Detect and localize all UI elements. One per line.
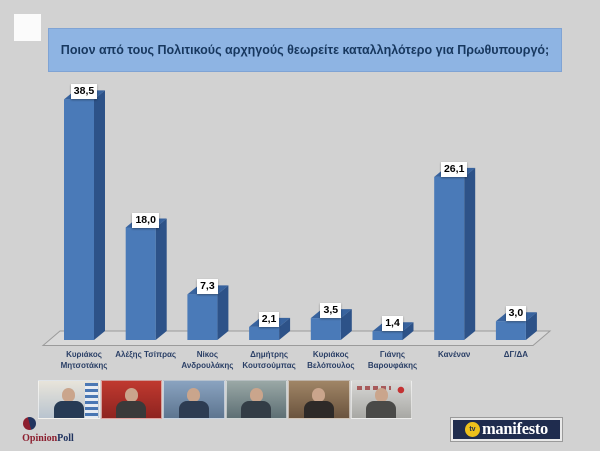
photo-androulakis bbox=[163, 380, 225, 419]
person-silhouette-head bbox=[249, 388, 263, 402]
opinionpoll-word-opinion: Opinion bbox=[22, 433, 58, 444]
bar-front-face bbox=[434, 176, 465, 340]
person-silhouette-body bbox=[366, 401, 397, 418]
bar-7 bbox=[434, 167, 476, 340]
person-silhouette-body bbox=[178, 401, 209, 418]
photo-tsipras bbox=[100, 380, 162, 419]
greek-flag-icon bbox=[84, 383, 98, 418]
category-label: Αλέξης Τσίπρας bbox=[115, 350, 177, 359]
person-silhouette-head bbox=[62, 388, 76, 402]
bar-2 bbox=[125, 218, 167, 340]
opinionpoll-wordmark: OpinionPoll bbox=[8, 433, 88, 444]
category-label: ΔΓ/ΔΑ bbox=[503, 350, 529, 359]
category-label: Κυριάκος Βελόπουλος bbox=[307, 350, 355, 370]
photo-koutsoumpas bbox=[225, 380, 287, 419]
manifesto-wordmark: manifesto bbox=[481, 419, 549, 439]
photo-mitsotakis bbox=[38, 380, 100, 419]
photo-velopoulos bbox=[288, 380, 350, 419]
category-label: Κανέναν bbox=[437, 350, 471, 359]
bar-front-face bbox=[495, 321, 526, 340]
person-silhouette-body bbox=[303, 401, 334, 418]
person-silhouette-body bbox=[241, 401, 272, 418]
person-silhouette-head bbox=[187, 388, 201, 402]
bar-5 bbox=[310, 309, 352, 340]
bar-front-face bbox=[372, 331, 403, 340]
bar-front-face bbox=[310, 318, 341, 340]
opinionpoll-circle-icon bbox=[23, 417, 36, 430]
bar-3 bbox=[187, 285, 229, 340]
bar-8 bbox=[495, 312, 537, 340]
bar-front-face bbox=[125, 227, 156, 340]
person-silhouette-head bbox=[124, 388, 138, 402]
manifesto-logo: tv manifesto bbox=[451, 418, 562, 441]
person-silhouette-body bbox=[116, 401, 147, 418]
opinionpoll-word-poll: Poll bbox=[57, 433, 74, 444]
category-label: Γιάνης Βαρουφάκης bbox=[367, 350, 418, 370]
bar-front-face bbox=[187, 294, 218, 340]
photo-varoufakis bbox=[350, 380, 412, 419]
person-silhouette-head bbox=[374, 388, 388, 402]
chart-floor bbox=[41, 330, 552, 346]
corner-square-decoration bbox=[14, 14, 41, 41]
opinionpoll-logo: OpinionPoll bbox=[8, 416, 88, 448]
question-banner: Ποιον από τους Πολιτικούς αρχηγούς θεωρε… bbox=[48, 28, 562, 72]
bar-front-face bbox=[249, 326, 280, 340]
person-silhouette-head bbox=[312, 388, 326, 402]
page-title: Ποιον από τους Πολιτικούς αρχηγούς θεωρε… bbox=[60, 43, 550, 57]
person-silhouette-body bbox=[53, 401, 84, 418]
politicians-photo-strip bbox=[38, 380, 413, 419]
bar-1 bbox=[64, 90, 105, 340]
category-label: Νίκος Ανδρουλάκης bbox=[181, 350, 234, 370]
category-label: Δημήτρης Κουτσούμπας bbox=[242, 350, 296, 370]
bar-front-face bbox=[64, 99, 94, 340]
category-label: Κυριάκος Μητσοτάκης bbox=[60, 350, 108, 370]
manifesto-tv-circle-icon: tv bbox=[464, 422, 480, 437]
